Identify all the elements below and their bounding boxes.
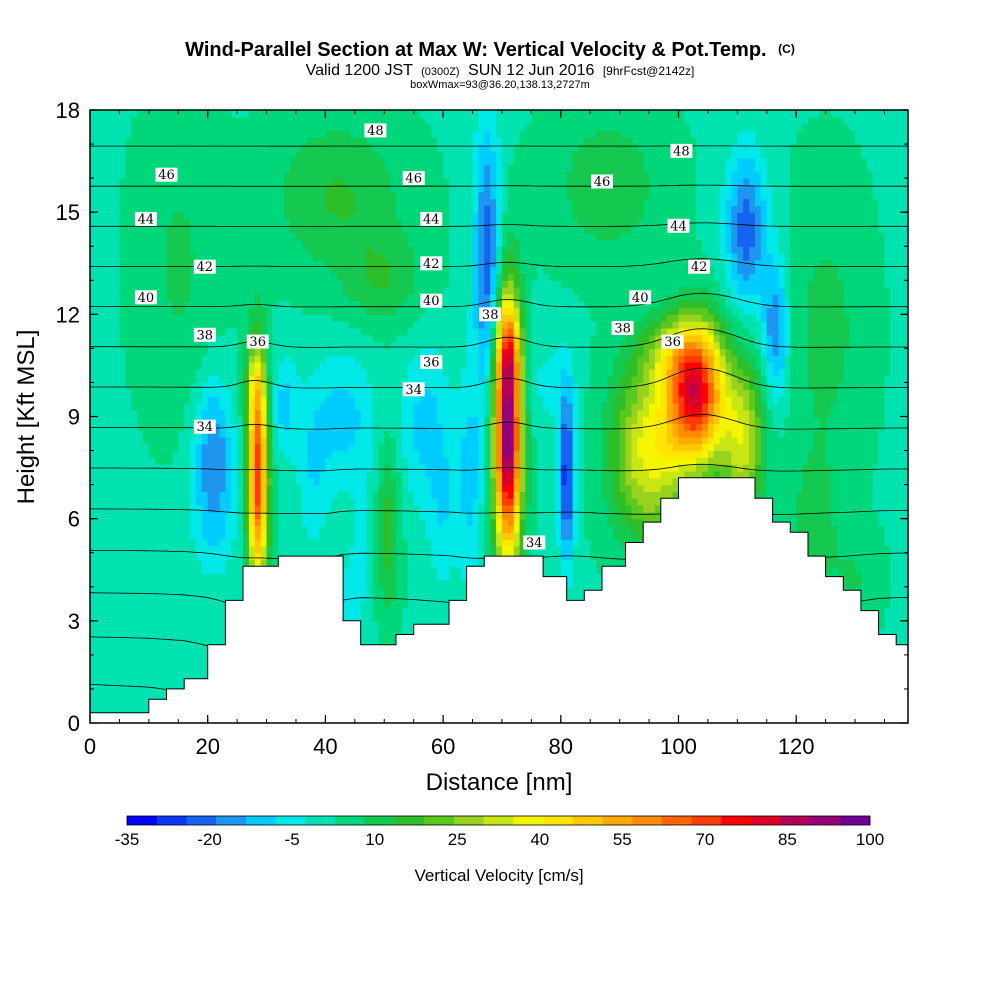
theta-contour-label: 46 — [591, 174, 613, 190]
x-tick-label: 80 — [549, 734, 573, 759]
chart-subtitle-box: boxWmax=93@36.20,138.13,2727m — [410, 79, 590, 91]
colorbar-swatch — [751, 816, 782, 825]
theta-contour-label: 44 — [134, 212, 157, 228]
theta-contour-label: 36 — [420, 355, 443, 371]
colorbar-swatch — [840, 816, 871, 825]
colorbar-swatch — [216, 816, 247, 825]
theta-contour-label: 40 — [420, 293, 443, 309]
y-tick-label: 0 — [68, 711, 80, 736]
theta-contour-label: 38 — [611, 321, 634, 337]
y-axis-label: Height [Kft MSL] — [13, 330, 40, 505]
theta-contour-label: 38 — [193, 327, 216, 343]
theta-contour-line — [90, 328, 908, 348]
y-tick-label: 9 — [68, 405, 80, 430]
colorbar-swatch — [453, 816, 484, 825]
theta-contour-line — [90, 258, 908, 267]
colorbar-tick-label: -20 — [197, 830, 222, 849]
theta-contour-label: 34 — [523, 535, 546, 551]
colorbar-swatch — [661, 816, 692, 825]
theta-contour-label: 34 — [402, 382, 425, 398]
subtitle-valid: Valid 1200 JST — [306, 62, 414, 79]
chart-title: Wind-Parallel Section at Max W: Vertical… — [185, 39, 795, 61]
colorbar-tick-label: 100 — [856, 830, 884, 849]
theta-contour-label: 46 — [155, 167, 178, 183]
theta-contour-label: 42 — [193, 259, 216, 275]
colorbar-swatch — [602, 816, 633, 825]
colorbar-swatch — [543, 816, 574, 825]
plot-area — [90, 110, 908, 723]
colorbar-swatch — [127, 816, 158, 825]
y-tick-label: 6 — [68, 507, 80, 532]
colorbar-swatch — [186, 816, 217, 825]
colorbar: -35 -20 -5 10 25 40 55 70 85 100 — [115, 815, 884, 849]
colorbar-swatch — [394, 816, 425, 825]
theta-contour-label: 40 — [629, 290, 652, 306]
colorbar-tick-label: 85 — [778, 830, 797, 849]
colorbar-tick-label: 40 — [530, 830, 549, 849]
y-tick-label: 18 — [56, 98, 80, 123]
x-tick-label: 100 — [660, 734, 697, 759]
theta-contour-label: 42 — [420, 256, 443, 272]
y-tick-label: 15 — [56, 200, 80, 225]
x-axis-label: Distance [nm] — [426, 769, 573, 796]
colorbar-swatch — [364, 816, 395, 825]
colorbar-swatch — [632, 816, 663, 825]
theta-contour-label: 46 — [402, 171, 425, 187]
colorbar-swatch — [275, 816, 306, 825]
y-tick-label: 12 — [56, 302, 80, 327]
colorbar-tick-label: 70 — [695, 830, 714, 849]
x-tick-label: 120 — [778, 734, 815, 759]
theta-contour-line — [90, 414, 908, 430]
chart-title-suffix: (C) — [778, 42, 795, 56]
y-tick-label: 3 — [68, 609, 80, 634]
colorbar-label: Vertical Velocity [cm/s] — [414, 866, 583, 885]
theta-contour-line — [90, 463, 908, 472]
colorbar-tick-label: 10 — [365, 830, 384, 849]
colorbar-swatch — [721, 816, 752, 825]
theta-contour-label: 48 — [670, 143, 693, 159]
colorbar-swatch — [513, 816, 544, 825]
theta-contour-label: 48 — [364, 123, 387, 139]
colorbar-swatch — [156, 816, 187, 825]
theta-contour-line — [90, 222, 908, 227]
colorbar-tick-label: 25 — [448, 830, 467, 849]
x-tick-label: 40 — [313, 734, 337, 759]
subtitle-date: SUN 12 Jun 2016 — [468, 62, 594, 79]
chart-subtitle: Valid 1200 JST (0300Z) SUN 12 Jun 2016 [… — [306, 62, 695, 79]
colorbar-tick-label: -35 — [115, 830, 140, 849]
x-tick-label: 60 — [431, 734, 455, 759]
theta-contour-label: 36 — [246, 334, 269, 350]
theta-contour-line — [90, 367, 908, 389]
colorbar-swatch — [245, 816, 276, 825]
colorbar-swatch — [305, 816, 336, 825]
x-tick-label: 20 — [195, 734, 219, 759]
colorbar-swatch — [691, 816, 722, 825]
subtitle-forecast: [9hrFcst@2142z] — [603, 64, 695, 78]
colorbar-swatch — [810, 816, 841, 825]
theta-contour-label: 36 — [661, 334, 684, 350]
theta-contour-labels: 48 48 46 46 46 44 44 44 42 42 42 40 40 40 38 38 38 36 36 36… — [134, 123, 711, 551]
theta-contour-label: 42 — [688, 259, 711, 275]
colorbar-tick-label: -5 — [285, 830, 300, 849]
colorbar-swatch — [424, 816, 455, 825]
colorbar-swatch — [483, 816, 514, 825]
theta-contour-label: 44 — [667, 218, 690, 234]
colorbar-tick-label: 55 — [613, 830, 632, 849]
colorbar-swatch — [335, 816, 366, 825]
x-tick-label: 0 — [84, 734, 96, 759]
colorbar-swatch — [780, 816, 811, 825]
theta-contour-label: 34 — [193, 419, 216, 435]
terrain — [90, 477, 908, 723]
chart-title-text: Wind-Parallel Section at Max W: Vertical… — [185, 39, 766, 61]
colorbar-swatch — [572, 816, 603, 825]
theta-contour-label: 44 — [420, 212, 443, 228]
colorbar-frame — [126, 815, 871, 826]
theta-contour-label: 38 — [479, 307, 502, 323]
x-axis: 0 20 40 60 80 100 120 — [84, 110, 885, 759]
theta-contour-label: 40 — [134, 290, 157, 306]
theta-contour-line — [90, 184, 908, 187]
subtitle-zulu: (0300Z) — [421, 66, 460, 78]
